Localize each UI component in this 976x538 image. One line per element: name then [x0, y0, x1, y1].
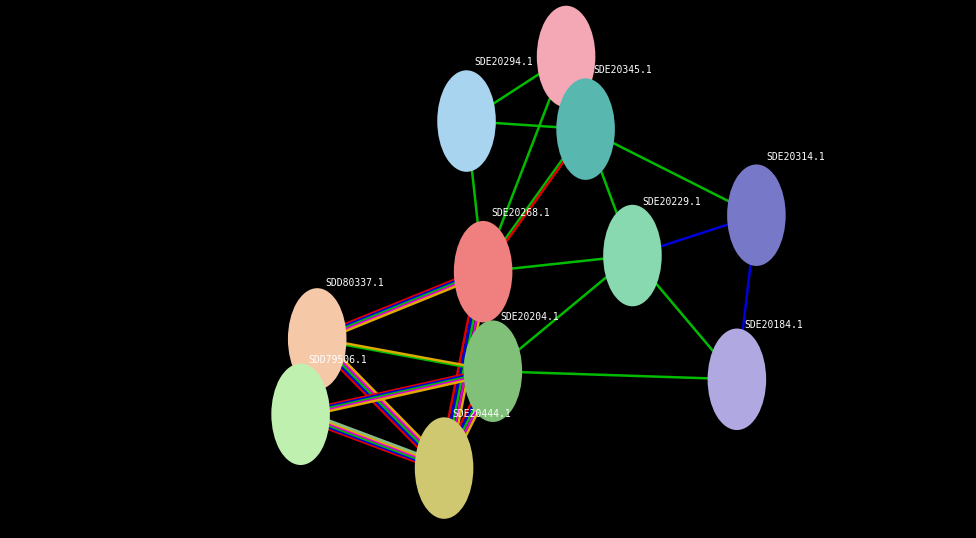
Ellipse shape — [271, 364, 330, 465]
Text: SDD80337.1: SDD80337.1 — [325, 278, 384, 288]
Ellipse shape — [537, 6, 595, 107]
Text: SDE20184.1: SDE20184.1 — [745, 321, 803, 330]
Ellipse shape — [454, 221, 512, 322]
Ellipse shape — [708, 329, 766, 430]
Text: SDE20345.1: SDE20345.1 — [593, 66, 652, 75]
Text: SDE20444.1: SDE20444.1 — [452, 409, 510, 419]
Ellipse shape — [556, 79, 615, 180]
Ellipse shape — [603, 205, 662, 306]
Ellipse shape — [464, 321, 522, 422]
Ellipse shape — [437, 70, 496, 172]
Text: SDD79506.1: SDD79506.1 — [308, 356, 367, 365]
Ellipse shape — [727, 165, 786, 266]
Text: SDE20268.1: SDE20268.1 — [491, 208, 549, 218]
Text: SDE20229.1: SDE20229.1 — [642, 197, 701, 207]
Text: SDE20204.1: SDE20204.1 — [501, 313, 559, 322]
Ellipse shape — [415, 417, 473, 519]
Text: SDE20294.1: SDE20294.1 — [474, 58, 533, 67]
Ellipse shape — [288, 288, 346, 390]
Text: SDE20314.1: SDE20314.1 — [766, 152, 825, 161]
